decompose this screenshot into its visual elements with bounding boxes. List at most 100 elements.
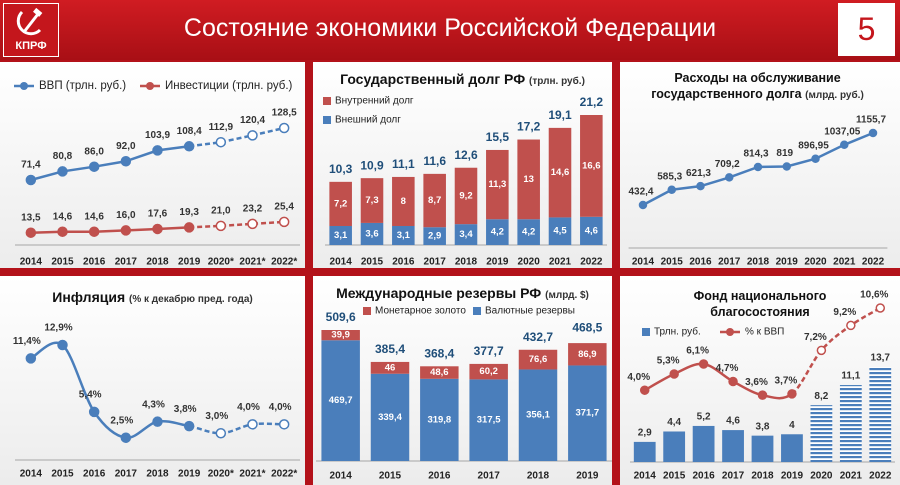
- segment-label: 13: [523, 174, 534, 185]
- x-tick-label: 2017: [722, 471, 745, 482]
- point-label: 585,3: [657, 171, 682, 182]
- bar-segment: [486, 149, 509, 220]
- x-tick-label: 2018: [751, 471, 774, 482]
- line: [189, 126, 285, 148]
- x-tick-label: 2018: [455, 257, 478, 268]
- point: [639, 385, 650, 395]
- segment-label: 3,1: [397, 230, 411, 241]
- point: [753, 162, 763, 172]
- point-label: 17,6: [148, 209, 168, 220]
- x-tick-label: 2015: [51, 257, 74, 268]
- segment-label: 3,4: [459, 229, 473, 240]
- chart-title: Расходы на обслуживание государственного…: [650, 70, 865, 104]
- total-label: 509,6: [326, 310, 356, 324]
- segment-label: 3,1: [334, 230, 348, 241]
- segment-label: 9,2: [459, 190, 472, 201]
- point: [728, 376, 738, 387]
- x-tick-label: 2019: [781, 471, 804, 482]
- x-tick-label: 2014: [634, 471, 657, 482]
- segment-label: 4,5: [553, 226, 567, 237]
- point-label: 86,0: [84, 146, 104, 157]
- bar: [869, 367, 892, 462]
- x-tick-label: 2014: [632, 257, 655, 268]
- point: [120, 225, 132, 236]
- x-tick-label: 2015: [361, 257, 384, 268]
- chart: 2014 2015 2016 2017 2018 2019 2020 2021 2022 Внут…: [323, 95, 607, 268]
- x-tick-label: 2018: [146, 469, 169, 480]
- title-unit: (трлн. руб.): [529, 76, 585, 87]
- point-label: 432,4: [628, 187, 653, 198]
- point: [247, 419, 258, 430]
- x-tick-label: 2019: [486, 257, 509, 268]
- segment-label: 48,6: [430, 367, 449, 378]
- segment-label: 46: [385, 362, 396, 373]
- x-tick-label: 2014: [20, 257, 43, 268]
- title-text: Государственный долг РФ: [340, 71, 526, 87]
- bar-segment: [392, 176, 415, 226]
- point: [757, 390, 768, 400]
- legend-label: Внутренний долг: [335, 96, 414, 107]
- point-label: 814,3: [743, 149, 768, 160]
- bar-value-label: 2,9: [638, 428, 652, 439]
- point-label: 120,4: [240, 115, 265, 126]
- x-tick-label: 2021: [833, 257, 856, 268]
- bar-segment: [454, 167, 478, 225]
- x-tick-label: 2021*: [239, 257, 265, 268]
- chart: 2014 2015 2016 2017 2018 2019 2020* 2021* 2022* 1…: [13, 323, 300, 480]
- total-label: 468,5: [572, 321, 602, 335]
- point: [669, 369, 679, 379]
- x-tick-label: 2018: [146, 257, 169, 268]
- point-label: 80,8: [53, 151, 73, 162]
- title-text: Фонд национального благосостояния: [693, 289, 827, 319]
- point: [247, 218, 258, 230]
- bar-value-label: 11,1: [841, 371, 860, 382]
- point-label: 4,0%: [269, 402, 292, 413]
- point-label: 23,2: [243, 204, 263, 215]
- page-number: 5: [838, 3, 895, 56]
- chart: 2014 2015 2016 2017 2018 2019 2020* 2021* 2022* В…: [14, 80, 300, 268]
- bar-segment: [454, 224, 478, 245]
- x-tick-label: 2021: [549, 257, 572, 268]
- total-label: 377,7: [474, 344, 504, 358]
- x-tick-label: 2022: [862, 257, 885, 268]
- bar-segment: [548, 127, 572, 218]
- line: [791, 306, 881, 395]
- x-tick-label: 2016: [692, 471, 715, 482]
- legend-label: Инвестиции (трлн. руб.): [165, 80, 293, 92]
- header: КПРФ Состояние экономики Российской Феде…: [0, 0, 900, 60]
- total-label: 10,9: [360, 158, 384, 172]
- legend-marker: [726, 328, 734, 336]
- bar-segment: [329, 225, 352, 245]
- x-tick-label: 2015: [379, 471, 402, 482]
- bar-value-label: 5,2: [697, 412, 711, 423]
- point: [215, 220, 227, 232]
- x-tick-label: 2021*: [239, 469, 265, 480]
- segment-label: 4,2: [522, 227, 535, 238]
- segment-label: 4,6: [585, 225, 598, 236]
- chart: 2014 2015 2016 2017 2018 2019 2020 2021 2022 432,…: [628, 115, 888, 268]
- total-label: 432,7: [523, 330, 553, 344]
- bar-segment: [420, 378, 459, 461]
- chart: 2014 2015 2016 2017 2018 2019 2020 2021 2022 Трлн…: [627, 290, 895, 482]
- bar-segment: [370, 373, 410, 461]
- point-label: 112,9: [209, 122, 234, 133]
- segment-label: 3,6: [365, 228, 378, 239]
- total-label: 19,1: [548, 108, 572, 122]
- panel: Инфляция (% к декабрю пред. года) 2014 20…: [0, 276, 305, 485]
- bar-segment: [486, 219, 509, 245]
- point-label: 16,0: [116, 210, 136, 221]
- panel: 2014 2015 2016 2017 2018 2019 2020* 2021* 2022* В…: [0, 62, 305, 268]
- legend-marker: [642, 328, 650, 336]
- x-tick-label: 2020*: [208, 469, 234, 480]
- point-label: 71,4: [21, 160, 41, 171]
- bar-segment: [517, 139, 540, 220]
- bar-segment: [329, 181, 352, 226]
- segment-label: 339,4: [378, 412, 402, 423]
- legend-label: Валютные резервы: [485, 306, 575, 317]
- legend-label: % к ВВП: [745, 327, 784, 338]
- point: [57, 339, 68, 351]
- point: [183, 222, 195, 233]
- bar-segment: [568, 343, 607, 366]
- segment-label: 8: [401, 196, 406, 207]
- segment-label: 4,2: [491, 227, 504, 238]
